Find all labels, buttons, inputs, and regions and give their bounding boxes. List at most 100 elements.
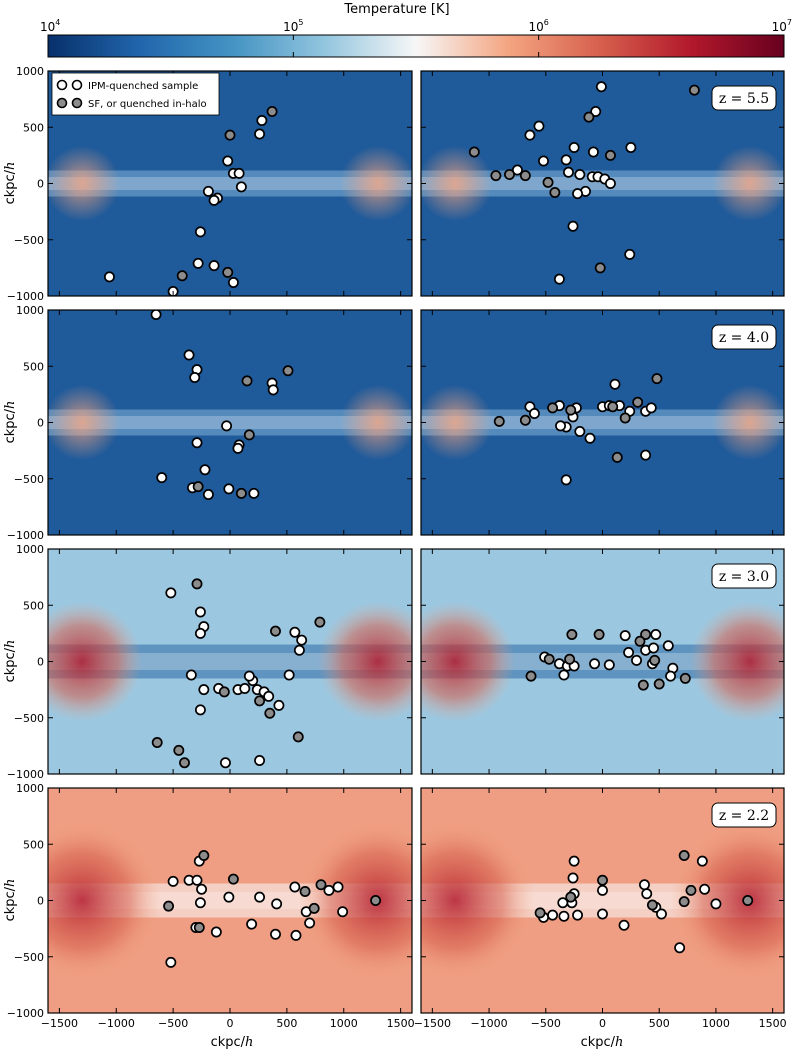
scatter-points <box>493 373 663 486</box>
sf-or-in-halo-point <box>235 487 247 499</box>
legend: IPM-quenched sample SF, or quenched in-h… <box>51 72 220 116</box>
sf-or-in-halo-point <box>241 375 253 387</box>
ipm-quenched-point <box>597 884 608 896</box>
scatter-points <box>103 101 278 296</box>
sf-or-in-halo-point <box>566 629 578 640</box>
sf-or-in-halo-point <box>222 266 234 278</box>
sf-or-in-halo-point <box>179 757 190 769</box>
ipm-quenched-point <box>645 402 657 414</box>
ipm-quenched-point <box>662 640 674 652</box>
panel-row3-left: −1000 −500 0 500 1000 <box>7 543 413 781</box>
scatter-points <box>525 629 691 691</box>
halo-region <box>339 145 412 222</box>
sf-or-in-halo-point <box>299 886 311 897</box>
scatter-points <box>151 578 326 769</box>
ipm-quenched-point <box>194 704 206 716</box>
ipm-quenched-point <box>270 928 281 940</box>
ipm-quenched-point <box>674 942 686 954</box>
panels: −1000 −500 0 500 1000 z = 5.5 −1000 −500 0 500 100… <box>7 65 787 1030</box>
ipm-quenched-point <box>568 142 580 153</box>
y-tick-label: −500 <box>14 951 44 964</box>
ipm-quenched-point <box>560 154 572 166</box>
sf-or-in-halo-point <box>282 365 294 377</box>
sf-or-in-halo-point <box>640 629 652 640</box>
ipm-quenched-point <box>267 384 279 396</box>
y-tick-label: 1000 <box>16 543 44 556</box>
ipm-quenched-point <box>623 647 635 658</box>
ipm-quenched-point <box>590 106 602 117</box>
sf-or-in-halo-point <box>649 654 661 666</box>
ipm-quenched-point <box>584 432 596 444</box>
ipm-quenched-point <box>194 226 206 238</box>
y-tick-label: −500 <box>14 712 44 725</box>
colorbar-tick-label: 105 <box>283 18 303 34</box>
panel-ticks <box>421 309 784 536</box>
x-tick-label: 1500 <box>387 1017 415 1030</box>
panel-ticks: −1000 −500 0 500 1000 <box>7 543 412 781</box>
scatter-points <box>163 850 382 968</box>
sf-or-in-halo-point <box>611 451 623 463</box>
sf-or-in-halo-point <box>534 907 546 919</box>
sf-or-in-halo-point <box>597 874 608 886</box>
ipm-quenched-point <box>574 169 586 180</box>
sf-or-in-halo-point <box>519 414 531 426</box>
halo-region <box>48 601 143 722</box>
sf-or-in-halo-point <box>646 899 658 911</box>
ipm-quenched-point <box>665 670 677 682</box>
ipm-quenched-point <box>631 654 642 666</box>
redshift-label: z = 5.5 <box>719 91 769 107</box>
ipm-quenched-point <box>210 926 222 938</box>
ipm-quenched-point <box>511 164 523 176</box>
sf-or-in-halo-point <box>651 373 663 385</box>
panel-row2-left: −1000 −500 0 500 1000 <box>7 304 413 542</box>
halo-region <box>48 384 121 461</box>
scatter-points <box>150 310 294 500</box>
ipm-quenched-point <box>198 684 210 696</box>
colorbar-tick-label: 104 <box>40 18 60 34</box>
ipm-quenched-point <box>273 699 285 711</box>
ipm-quenched-point <box>239 683 251 694</box>
filament-core <box>48 177 412 190</box>
x-tick-label: 1500 <box>759 1017 787 1030</box>
ipm-quenched-point <box>567 220 579 232</box>
ipm-quenched-point <box>587 146 599 158</box>
sf-or-in-halo-point <box>176 270 188 282</box>
x-tick-label: −500 <box>531 1017 561 1030</box>
sf-or-in-halo-point <box>173 744 185 756</box>
ipm-quenched-point <box>223 483 235 495</box>
sf-or-in-halo-point <box>565 404 577 416</box>
ipm-quenched-point <box>254 891 266 903</box>
sf-or-in-halo-point <box>151 737 163 748</box>
ipm-quenched-point <box>558 910 570 922</box>
ipm-quenched-point <box>648 642 659 654</box>
ipm-quenched-point <box>192 257 204 269</box>
y-tick-label: 1000 <box>16 304 44 317</box>
sf-or-in-halo-point <box>685 884 697 896</box>
sf-or-in-halo-point <box>308 902 320 914</box>
ipm-quenched-point <box>150 310 162 320</box>
x-tick-label: −1500 <box>41 1017 78 1030</box>
ipm-quenched-point <box>256 115 268 126</box>
sf-or-in-halo-point <box>254 695 266 707</box>
halo-region <box>711 145 784 222</box>
sf-or-in-halo-point <box>227 873 239 885</box>
y-tick-label: 500 <box>23 838 44 851</box>
x-tick-label: 500 <box>276 1017 297 1030</box>
ipm-quenched-point <box>208 194 220 206</box>
redshift-label-box <box>711 563 777 589</box>
sf-or-in-halo-point <box>653 678 665 690</box>
ipm-quenched-point <box>595 81 607 93</box>
y-tick-label: 500 <box>23 360 44 373</box>
ipm-quenched-point <box>191 874 203 886</box>
ipm-quenched-point <box>183 349 195 361</box>
sf-or-in-halo-point <box>688 84 700 96</box>
ipm-quenched-point <box>189 372 201 383</box>
ipm-quenched-point <box>538 155 549 167</box>
panel-row2-right: z = 4.0 <box>420 309 785 536</box>
ipm-quenched-point <box>243 670 255 682</box>
y-tick-label: 1000 <box>16 65 44 78</box>
y-tick-label: 1000 <box>16 782 44 795</box>
colorbar-gradient <box>47 34 785 58</box>
ipm-quenched-point <box>235 181 247 193</box>
